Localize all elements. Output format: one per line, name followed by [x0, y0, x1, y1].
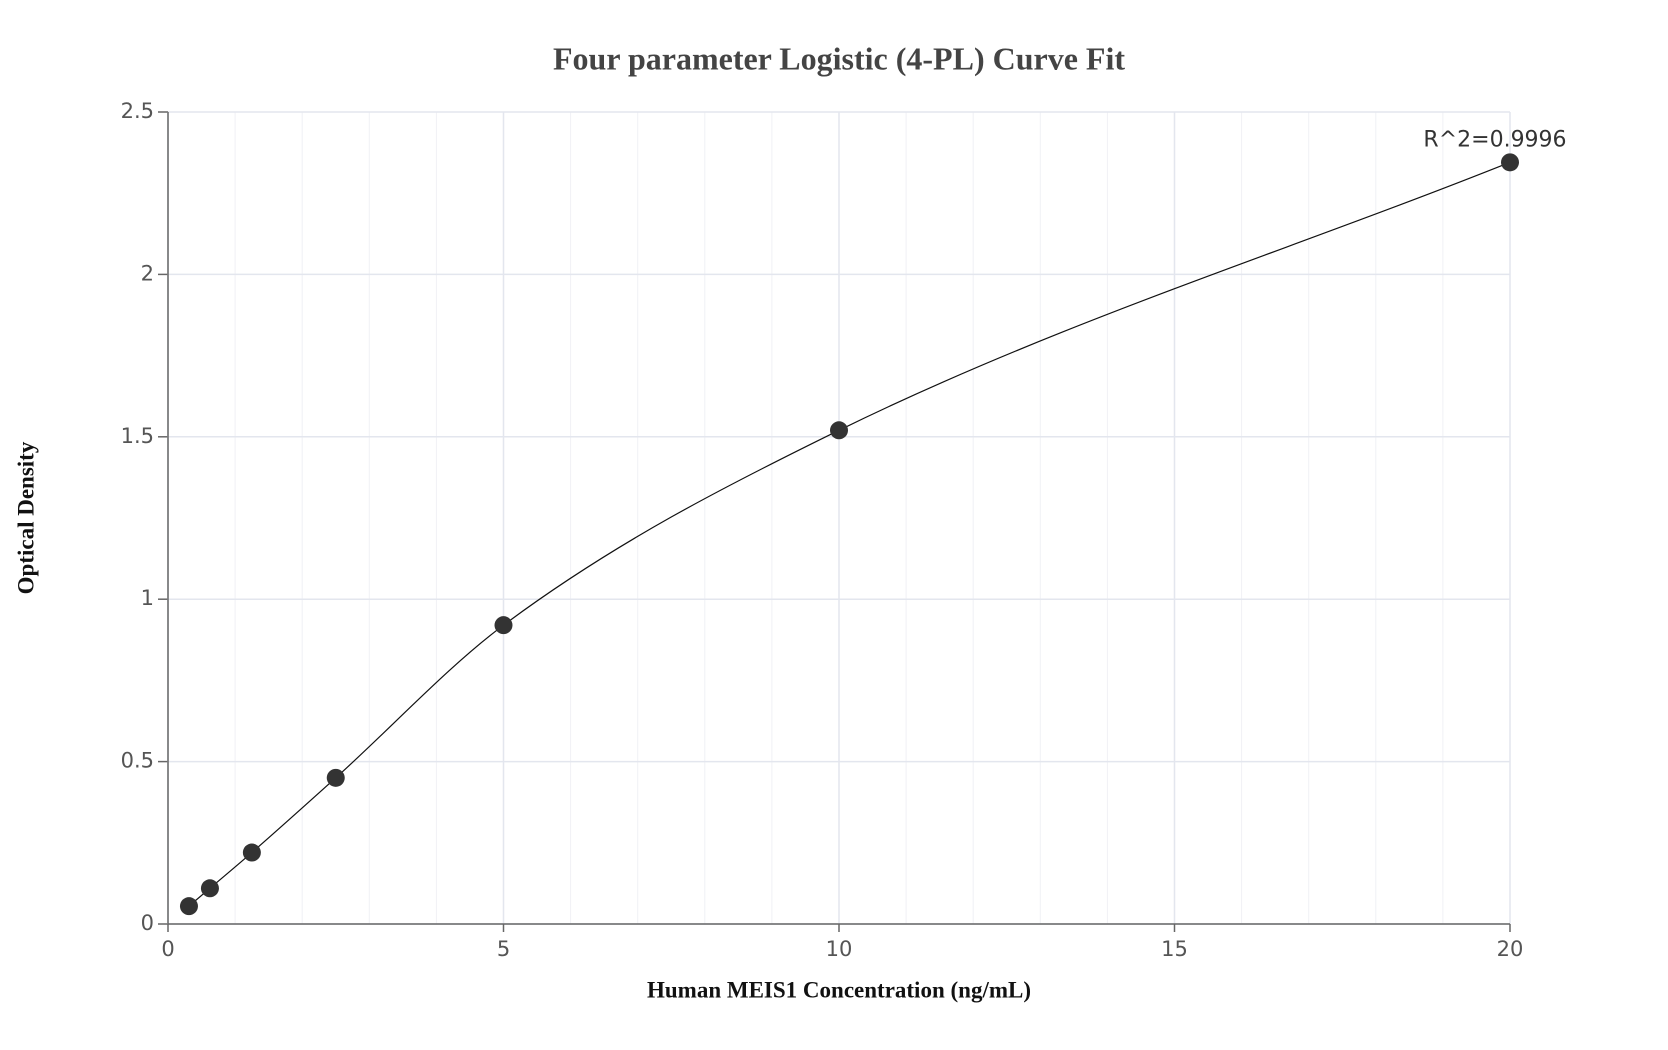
- x-tick-label: 15: [1161, 937, 1188, 961]
- data-point: [179, 897, 198, 916]
- data-point: [1501, 153, 1519, 172]
- y-tick-label: 2.5: [121, 99, 154, 123]
- data-point: [326, 768, 345, 787]
- x-tick-label: 5: [497, 937, 510, 961]
- x-tick-label: 0: [161, 937, 174, 961]
- y-tick-label: 1: [141, 586, 154, 610]
- data-point: [830, 421, 848, 440]
- data-point: [200, 879, 219, 898]
- x-tick-label: 20: [1497, 937, 1524, 961]
- y-axis-label: Optical Density: [13, 441, 38, 594]
- data-point: [494, 616, 513, 635]
- chart-title: Four parameter Logistic (4-PL) Curve Fit: [553, 40, 1125, 76]
- y-tick-label: 0: [141, 911, 154, 935]
- y-tick-label: 1.5: [121, 424, 154, 448]
- y-tick-label: 0.5: [121, 749, 154, 773]
- data-point: [242, 843, 261, 862]
- x-tick-label: 10: [826, 937, 853, 961]
- annotation: R^2=0.9996: [1423, 127, 1566, 152]
- x-axis-label: Human MEIS1 Concentration (ng/mL): [647, 977, 1031, 1002]
- y-tick-label: 2: [141, 261, 154, 285]
